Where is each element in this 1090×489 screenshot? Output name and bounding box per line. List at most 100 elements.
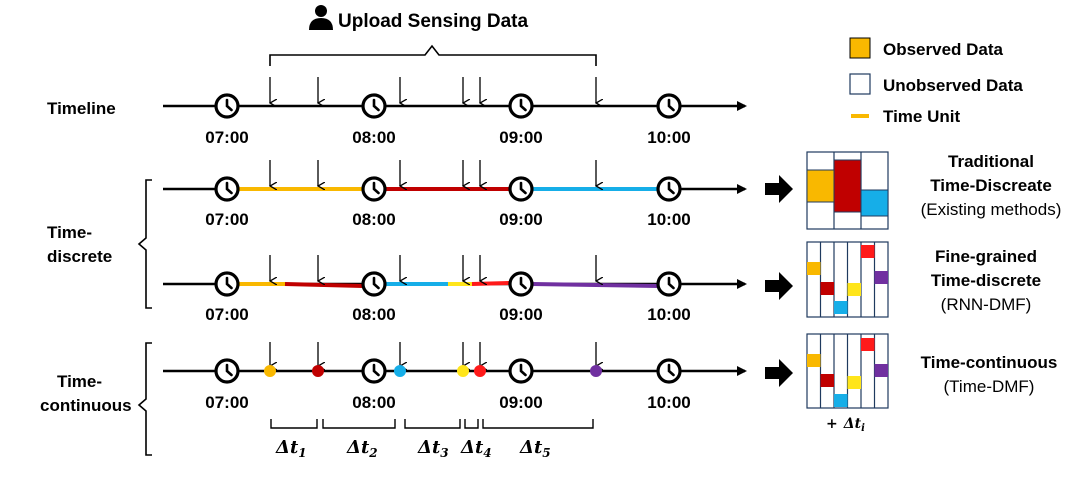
- observed-cell: [820, 282, 834, 295]
- observed-cell: [861, 338, 875, 351]
- time-label: 07:00: [205, 393, 248, 412]
- observation-dot: [590, 365, 602, 377]
- observation-dot: [457, 365, 469, 377]
- time-label: 10:00: [647, 305, 690, 324]
- delta-t-3-label: Δt3: [417, 437, 449, 460]
- observed-cell: [874, 364, 888, 377]
- method-fine-note: (RNN-DMF): [941, 295, 1032, 314]
- interval-brace: [322, 419, 396, 429]
- time-label: 08:00: [352, 393, 395, 412]
- interval-brace: [270, 419, 318, 429]
- observed-cell: [820, 374, 834, 387]
- row-label-time-continuous-2: continuous: [40, 396, 132, 415]
- delta-t-i-label: + Δti: [826, 416, 865, 434]
- interval-brace: [404, 419, 461, 429]
- time-continuous-bracket: [137, 342, 152, 456]
- time-label: 09:00: [499, 305, 542, 324]
- row-label-time-continuous-1: Time-: [57, 372, 102, 391]
- upload-sensing-data-label: Upload Sensing Data: [338, 11, 528, 32]
- observed-cell: [834, 394, 848, 407]
- observation-dot: [474, 365, 486, 377]
- clock-icon: [361, 176, 387, 202]
- observed-cell: [833, 159, 862, 213]
- fine-grained-row: 07:00 08:00 09:00 10:00: [163, 255, 747, 324]
- delta-t-1-label: Δt1: [275, 437, 307, 460]
- observation-dot: [264, 365, 276, 377]
- observed-cell: [834, 301, 848, 314]
- clock-icon: [214, 358, 240, 384]
- unobserved-data-swatch: [849, 73, 871, 95]
- clock-icon: [656, 358, 682, 384]
- method-traditional-note: (Existing methods): [921, 200, 1062, 219]
- method-traditional-title-2: Time-Discreate: [930, 176, 1052, 195]
- observation-dot: [394, 365, 406, 377]
- right-arrow-icon: [765, 272, 793, 300]
- fine-grained-matrix: [806, 241, 889, 318]
- method-traditional-title-1: Traditional: [948, 152, 1034, 171]
- time-unit-label: Time Unit: [883, 107, 960, 126]
- right-arrow-icon: [765, 359, 793, 387]
- observed-cell: [860, 189, 889, 217]
- time-unit-segment: [531, 282, 659, 288]
- unobserved-data-label: Unobserved Data: [883, 76, 1023, 95]
- timeline-row: 07:00 08:00 09:00 10:00: [163, 77, 747, 147]
- time-unit-segment: [471, 281, 511, 286]
- interval-brace: [464, 419, 479, 429]
- delta-t-4-label: Δt4: [460, 437, 492, 460]
- time-label: 09:00: [499, 128, 542, 147]
- time-label: 08:00: [352, 305, 395, 324]
- delta-t-5-label: Δt5: [519, 437, 551, 460]
- time-continuous-matrix: [806, 333, 889, 409]
- clock-icon: [508, 93, 534, 119]
- time-discrete-bracket: [137, 179, 152, 309]
- method-fine-title-1: Fine-grained: [935, 247, 1037, 266]
- clock-icon: [508, 271, 534, 297]
- delta-t-2-label: Δt2: [346, 437, 378, 460]
- method-fine-title-2: Time-discrete: [931, 271, 1041, 290]
- observed-cell: [847, 376, 861, 389]
- observed-data-label: Observed Data: [883, 40, 1004, 59]
- interval-brace: [482, 419, 594, 429]
- observed-cell: [807, 354, 821, 367]
- observed-cell: [861, 245, 875, 258]
- traditional-matrix: [806, 151, 889, 230]
- observed-cell: [874, 271, 888, 284]
- row-label-time-discrete-1: Time-: [47, 223, 92, 242]
- observed-cell: [847, 283, 861, 296]
- clock-icon: [361, 93, 387, 119]
- time-label: 10:00: [647, 393, 690, 412]
- time-continuous-row: 07:00 08:00 09:00 10:00 Δt1 Δt2 Δt3 Δt4 …: [163, 342, 747, 460]
- clock-icon: [361, 358, 387, 384]
- observed-cell: [807, 262, 821, 275]
- traditional-row: 07:00 08:00 09:00 10:00: [163, 160, 747, 229]
- clock-icon: [214, 93, 240, 119]
- row-label-time-discrete-2: discrete: [47, 247, 112, 266]
- method-continuous-title: Time-continuous: [921, 353, 1058, 372]
- time-label: 08:00: [352, 210, 395, 229]
- clock-icon: [214, 271, 240, 297]
- time-label: 09:00: [499, 210, 542, 229]
- observed-cell: [806, 169, 835, 203]
- clock-icon: [361, 271, 387, 297]
- time-label: 10:00: [647, 210, 690, 229]
- clock-icon: [656, 271, 682, 297]
- row-label-timeline: Timeline: [47, 99, 116, 118]
- time-label: 07:00: [205, 305, 248, 324]
- person-icon: [309, 5, 333, 30]
- time-label: 08:00: [352, 128, 395, 147]
- time-label: 07:00: [205, 128, 248, 147]
- right-arrow-icon: [765, 175, 793, 203]
- upload-brace: [269, 44, 597, 66]
- clock-icon: [214, 176, 240, 202]
- clock-icon: [656, 93, 682, 119]
- method-continuous-note: (Time-DMF): [944, 377, 1035, 396]
- time-label: 07:00: [205, 210, 248, 229]
- time-label: 10:00: [647, 128, 690, 147]
- clock-icon: [508, 176, 534, 202]
- time-label: 09:00: [499, 393, 542, 412]
- observation-dot: [312, 365, 324, 377]
- clock-icon: [656, 176, 682, 202]
- observed-data-swatch: [849, 37, 871, 59]
- clock-icon: [508, 358, 534, 384]
